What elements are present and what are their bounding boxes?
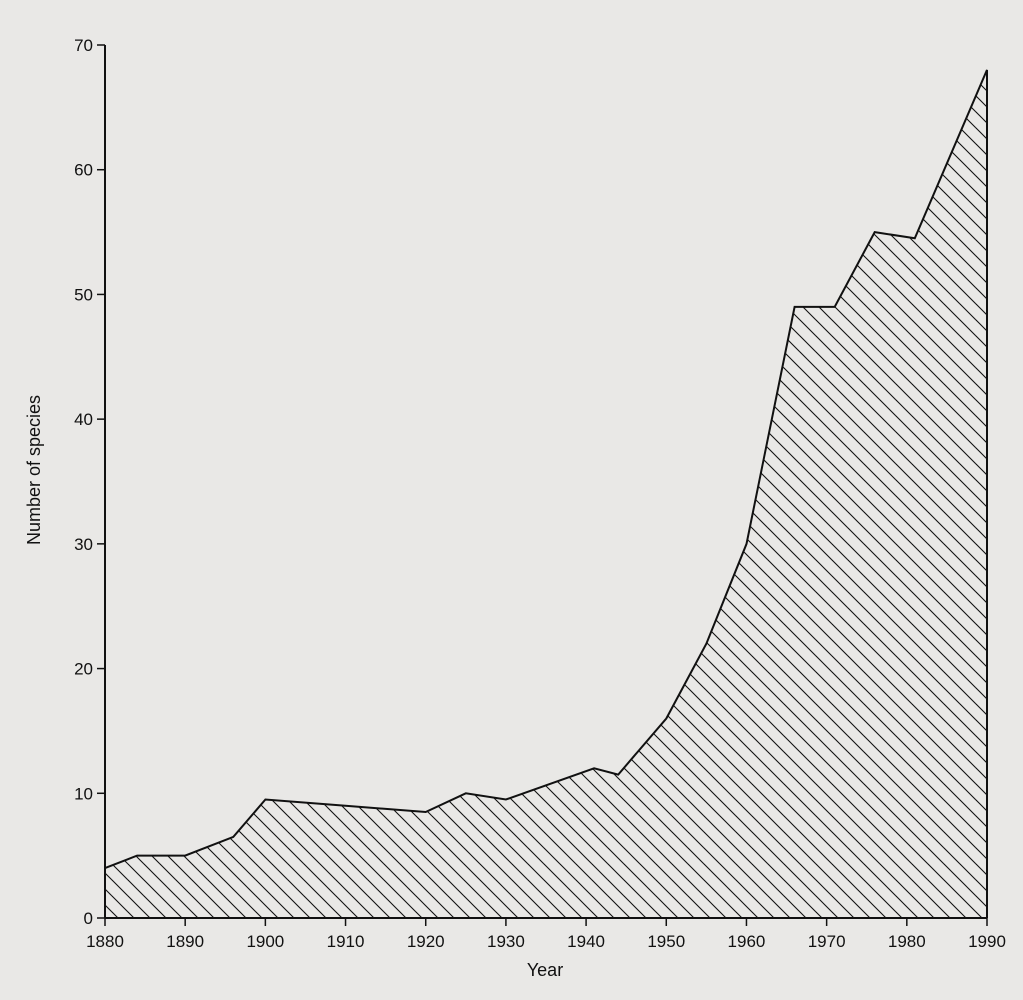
x-tick-label: 1980 xyxy=(888,932,926,951)
x-tick-label: 1970 xyxy=(808,932,846,951)
y-axis-title: Number of species xyxy=(24,395,44,545)
x-tick-label: 1910 xyxy=(327,932,365,951)
y-tick-label: 60 xyxy=(74,161,93,180)
ticks-layer: 1880 1890 1900 1910 1920 1930 1940 1950 1960 1970… xyxy=(74,36,1006,951)
y-tick-label: 0 xyxy=(84,909,93,928)
x-tick-label: 1920 xyxy=(407,932,445,951)
x-axis-title: Year xyxy=(527,960,563,980)
y-tick-label: 30 xyxy=(74,535,93,554)
x-tick-label: 1900 xyxy=(246,932,284,951)
x-tick-label: 1990 xyxy=(968,932,1006,951)
x-tick-label: 1940 xyxy=(567,932,605,951)
y-tick-label: 40 xyxy=(74,410,93,429)
area-fill xyxy=(105,69,987,918)
series-line xyxy=(104,69,988,870)
y-tick-label: 50 xyxy=(74,285,93,304)
y-tick-label: 20 xyxy=(74,660,93,679)
x-tick-label: 1960 xyxy=(728,932,766,951)
y-tick-label: 10 xyxy=(74,784,93,803)
x-tick-label: 1950 xyxy=(647,932,685,951)
area-layer xyxy=(104,69,988,918)
x-tick-label: 1890 xyxy=(166,932,204,951)
y-tick-label: 70 xyxy=(74,36,93,55)
x-tick-label: 1880 xyxy=(86,932,124,951)
x-tick-label: 1930 xyxy=(487,932,525,951)
axes-layer xyxy=(104,45,987,919)
